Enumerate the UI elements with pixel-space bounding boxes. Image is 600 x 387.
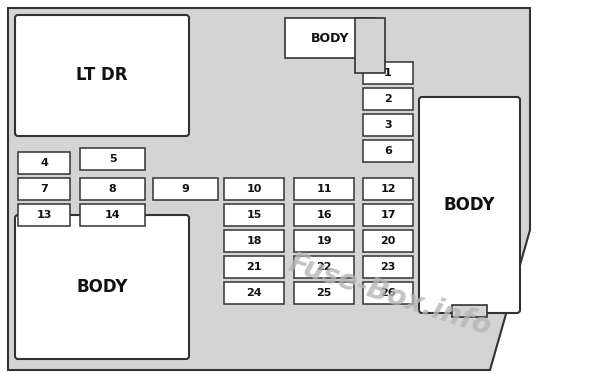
Text: 25: 25 [316, 288, 332, 298]
Text: 3: 3 [384, 120, 392, 130]
Text: 4: 4 [40, 158, 48, 168]
Bar [80, 148, 145, 170]
Bar [294, 204, 354, 226]
Text: 2: 2 [384, 94, 392, 104]
Bar [153, 178, 218, 200]
Text: 13: 13 [37, 210, 52, 220]
Bar [363, 178, 413, 200]
Text: 19: 19 [316, 236, 332, 246]
Bar [355, 18, 385, 73]
Bar [224, 230, 284, 252]
Bar [363, 204, 413, 226]
Text: 11: 11 [316, 184, 332, 194]
Text: 12: 12 [380, 184, 396, 194]
Text: BODY: BODY [311, 31, 349, 45]
Bar [363, 140, 413, 162]
Bar [294, 282, 354, 304]
Text: 1: 1 [384, 68, 392, 78]
FancyBboxPatch shape [15, 215, 189, 359]
Text: 16: 16 [316, 210, 332, 220]
Bar [224, 204, 284, 226]
FancyBboxPatch shape [419, 97, 520, 313]
Polygon shape [8, 8, 530, 370]
Bar [363, 88, 413, 110]
Text: 8: 8 [109, 184, 116, 194]
Text: 7: 7 [40, 184, 48, 194]
Text: 6: 6 [384, 146, 392, 156]
Bar [80, 178, 145, 200]
Text: 24: 24 [246, 288, 262, 298]
Bar [80, 204, 145, 226]
Bar [363, 282, 413, 304]
Bar [363, 256, 413, 278]
FancyBboxPatch shape [15, 15, 189, 136]
Text: BODY: BODY [76, 278, 128, 296]
Bar [294, 256, 354, 278]
Text: 23: 23 [380, 262, 395, 272]
Text: 15: 15 [247, 210, 262, 220]
Text: 5: 5 [109, 154, 116, 164]
Text: BODY: BODY [444, 196, 495, 214]
Text: 20: 20 [380, 236, 395, 246]
Text: 17: 17 [380, 210, 396, 220]
Text: Fuse-Box.info: Fuse-Box.info [285, 249, 495, 341]
Text: 14: 14 [104, 210, 121, 220]
Bar [452, 305, 487, 317]
Bar [18, 178, 70, 200]
Bar [224, 178, 284, 200]
Bar [363, 230, 413, 252]
Bar [18, 204, 70, 226]
Bar [363, 114, 413, 136]
Bar [363, 62, 413, 84]
Text: 9: 9 [182, 184, 190, 194]
Text: 18: 18 [246, 236, 262, 246]
Text: 26: 26 [380, 288, 396, 298]
Bar [18, 152, 70, 174]
Text: 21: 21 [246, 262, 262, 272]
Bar [285, 18, 375, 58]
Bar [224, 256, 284, 278]
Bar [224, 282, 284, 304]
Text: 10: 10 [247, 184, 262, 194]
Text: LT DR: LT DR [76, 67, 128, 84]
Bar [294, 230, 354, 252]
Bar [294, 178, 354, 200]
Text: 22: 22 [316, 262, 332, 272]
